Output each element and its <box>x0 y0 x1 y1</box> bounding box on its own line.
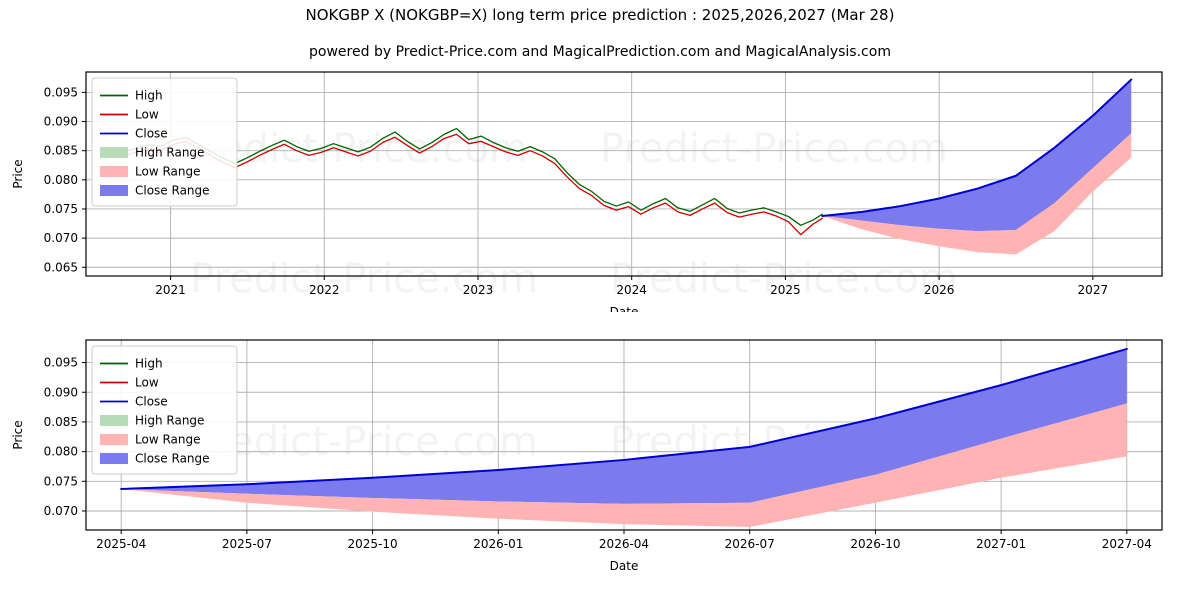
y-tick-label: 0.085 <box>44 144 78 158</box>
legend: High Low Close High Range Low Range Close Ran… <box>91 345 238 475</box>
y-axis-label: Price <box>11 420 25 449</box>
legend: High Low Close High Range Low Range Close Ran… <box>91 77 238 207</box>
page-title: NOKGBP X (NOKGBP=X) long term price pred… <box>305 6 895 24</box>
page-subtitle: powered by Predict-Price.com and Magical… <box>309 44 891 60</box>
y-tick-label: 0.095 <box>44 85 78 99</box>
y-tick-label: 0.080 <box>44 173 78 187</box>
watermark-text: Predict-Price.com <box>190 419 538 465</box>
band-close-range <box>121 348 1127 504</box>
x-tick-label: 2025 <box>770 283 801 297</box>
legend-swatch-patch-low-range <box>100 434 128 445</box>
legend-label-close: Close <box>135 395 168 409</box>
x-tick-label: 2027 <box>1078 283 1109 297</box>
x-tick-label: 2021 <box>155 283 186 297</box>
legend-swatch-patch-close-range <box>100 453 128 464</box>
x-axis-label: Date <box>610 305 639 312</box>
bottom-chart-svg: Predict-Price.comPredict-Price.com0.0700… <box>11 339 1163 573</box>
watermark-text: Predict-Price.com <box>180 126 528 172</box>
top-chart-panel: Predict-Price.com Predict-Price.com Predic… <box>0 62 1200 312</box>
x-tick-label: 2027-01 <box>976 537 1026 551</box>
watermark-text: Predict-Price.com <box>600 126 948 172</box>
legend-swatch-patch-low-range <box>100 166 128 177</box>
x-tick-label: 2027-04 <box>1102 537 1152 551</box>
legend-label-high: High <box>135 89 163 103</box>
legend-label-low-range: Low Range <box>135 433 200 447</box>
legend-swatch-patch-high-range <box>100 415 128 426</box>
series-line-close <box>120 347 1128 491</box>
bottom-chart-panel: Predict-Price.comPredict-Price.com0.0700… <box>0 330 1200 595</box>
legend-swatch-patch-high-range <box>100 147 128 158</box>
legend-label-low: Low <box>135 376 159 390</box>
x-tick-label: 2022 <box>309 283 340 297</box>
legend-label-close-range: Close Range <box>135 184 210 198</box>
legend-label-low: Low <box>135 108 159 122</box>
band-low-range <box>121 403 1127 528</box>
legend-label-close-range: Close Range <box>135 452 210 466</box>
band-low-range <box>822 133 1132 255</box>
x-tick-label: 2025-04 <box>96 537 146 551</box>
top-chart-svg: Predict-Price.com Predict-Price.com Predic… <box>11 71 1163 312</box>
legend-label-close: Close <box>135 127 168 141</box>
watermark-group: Predict-Price.com Predict-Price.com Predic… <box>180 126 958 302</box>
plot-frame <box>85 71 1163 277</box>
x-tick-label: 2023 <box>463 283 494 297</box>
series-line-close <box>821 78 1133 217</box>
legend-swatch-patch-close-range <box>100 185 128 196</box>
legend-label-low-range: Low Range <box>135 165 200 179</box>
legend-box <box>91 77 238 207</box>
watermark-text: Predict-Price.com <box>190 256 538 302</box>
y-tick-label: 0.085 <box>44 415 78 429</box>
legend-label-high: High <box>135 357 163 371</box>
legend-label-high-range: High Range <box>135 146 204 160</box>
y-tick-label: 0.070 <box>44 504 78 518</box>
legend-label-high-range: High Range <box>135 414 204 428</box>
y-tick-label: 0.075 <box>44 202 78 216</box>
y-tick-label: 0.065 <box>44 260 78 274</box>
legend-box <box>91 345 238 475</box>
x-tick-label: 2026-10 <box>850 537 900 551</box>
y-tick-label: 0.075 <box>44 474 78 488</box>
y-tick-label: 0.090 <box>44 385 78 399</box>
x-tick-label: 2026-07 <box>725 537 775 551</box>
y-tick-label: 0.090 <box>44 115 78 129</box>
x-tick-label: 2026 <box>924 283 955 297</box>
y-tick-label: 0.080 <box>44 445 78 459</box>
x-axis-label: Date <box>610 559 639 573</box>
x-tick-label: 2026-04 <box>599 537 649 551</box>
x-tick-label: 2024 <box>616 283 647 297</box>
y-tick-label: 0.095 <box>44 356 78 370</box>
band-close-range <box>822 79 1132 232</box>
y-axis-label: Price <box>11 159 25 188</box>
x-tick-label: 2025-07 <box>222 537 272 551</box>
y-tick-label: 0.070 <box>44 231 78 245</box>
watermark-text: Predict-Price.com <box>610 256 958 302</box>
x-tick-label: 2025-10 <box>348 537 398 551</box>
x-tick-label: 2026-01 <box>473 537 523 551</box>
